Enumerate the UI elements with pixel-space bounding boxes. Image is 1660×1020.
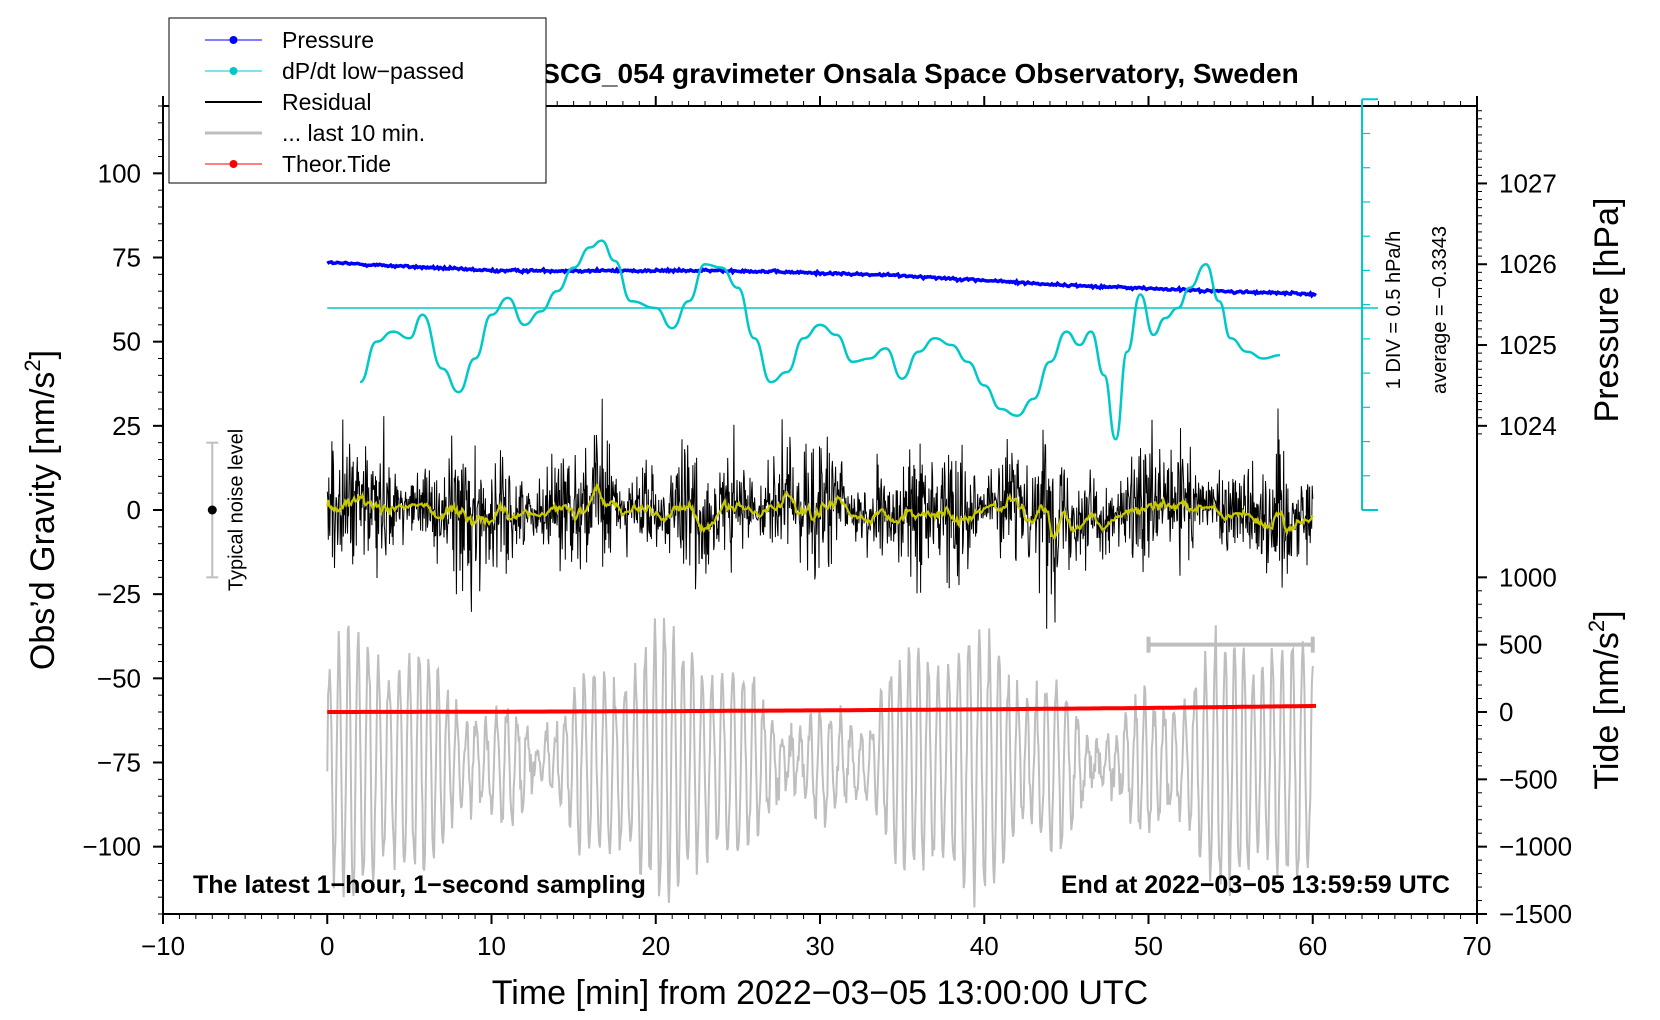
y-tick-label: 0 [127,495,141,525]
pressure-axis-ticks: 1027 1026 1025 1024 [1477,110,1557,441]
tide-tick-label: −1000 [1499,832,1572,862]
x-axis-ticks: −10 0 10 20 30 40 50 60 70 [141,96,1492,961]
series-residual-lowpass [326,482,1314,542]
y-axis-label-main: Obs’d Gravity [nm/s [24,372,62,671]
tide-axis-ticks: 1000 500 0 −500 −1000 −1500 [1477,562,1572,929]
x-tick-label: 10 [477,931,506,961]
legend-box [168,17,547,184]
x-tick-label: 60 [1298,931,1327,961]
legend-entries: Pressure dP/dt low−passed Residual ... last… [205,27,464,177]
tide-axis-label-sup: 2 [1584,620,1609,632]
dpdt-average-label: average = −0.3343 [1429,226,1451,394]
x-tick-label: 70 [1463,931,1492,961]
x-tick-label: 0 [320,931,334,961]
y-axis-label: Obs’d Gravity [nm/s2] [20,350,62,670]
tide-axis-label: Tide [nm/s2] [1584,610,1626,789]
tide-tick-label: 500 [1499,630,1542,660]
legend-swatch-dot [229,160,238,168]
x-tick-label: 50 [1134,931,1163,961]
y-axis-label-end: ] [24,350,62,359]
y-tick-label: −100 [82,832,141,862]
x-tick-label: 20 [641,931,670,961]
pressure-axis-label: Pressure [hPa] [1588,198,1626,423]
pressure-tick-label: 1025 [1499,330,1557,360]
series-last-10-min [326,617,1314,908]
y-tick-label: 25 [112,411,141,441]
pressure-tick-label: 1024 [1499,411,1557,441]
y-axis-ticks: 100 75 50 25 0 −25 −50 −75 −100 [82,105,163,915]
dpdt-scale-label: 1 DIV = 0.5 hPa/h [1383,231,1405,389]
tide-axis-label-main: Tide [nm/s [1588,632,1626,789]
y-axis-label-sup: 2 [20,359,45,371]
series-dpdt-lowpassed [359,239,1280,441]
tide-tick-label: 0 [1499,697,1513,727]
pressure-tick-label: 1026 [1499,249,1557,279]
tide-tick-label: −1500 [1499,899,1572,929]
legend-swatch-dot [229,67,238,75]
sampling-note: The latest 1−hour, 1−second sampling [193,871,646,899]
y-tick-label: −75 [97,748,141,778]
tide-tick-label: −500 [1499,764,1558,794]
tide-axis-label-end: ] [1588,610,1626,619]
legend-label: ... last 10 min. [282,120,425,146]
x-tick-label: 40 [970,931,999,961]
legend-label: Residual [282,89,372,115]
legend: Pressure dP/dt low−passed Residual ... last… [168,17,547,184]
x-tick-label: 30 [806,931,835,961]
series-pressure [326,259,1317,299]
y-tick-label: −50 [97,663,141,693]
chart-title: SCG_054 gravimeter Onsala Space Observat… [541,58,1298,89]
y-tick-label: 50 [112,327,141,357]
y-tick-label: 75 [112,243,141,273]
x-axis-label: Time [min] from 2022−03−05 13:00:00 UTC [492,974,1148,1012]
noise-level-label: Typical noise level [225,429,247,591]
legend-swatch-dot [229,36,238,44]
y-tick-label: 100 [98,158,141,188]
y-tick-label: −25 [97,579,141,609]
dpdt-scale-axis [1361,98,1379,511]
tide-tick-label: 1000 [1499,562,1557,592]
legend-label: Theor.Tide [282,151,391,177]
series-theor-tide [327,703,1317,714]
x-tick-label: −10 [141,931,185,961]
noise-center-dot [207,505,217,515]
noise-level-indicator [206,441,219,579]
pressure-tick-label: 1027 [1499,168,1557,198]
legend-label: dP/dt low−passed [282,58,464,84]
end-time-note: End at 2022−03−05 13:59:59 UTC [1061,871,1450,899]
legend-label: Pressure [282,27,374,53]
last-10-min-bar [1146,636,1315,653]
